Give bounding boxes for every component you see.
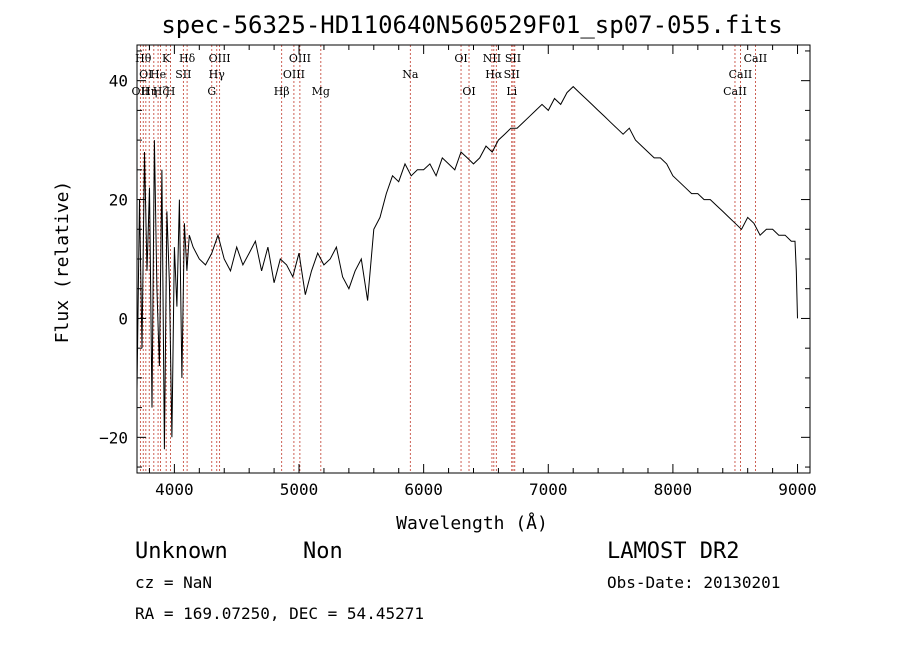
x-axis-label: Wavelength (Å) [396, 512, 548, 534]
line-label: OI [462, 85, 475, 98]
object-class: Non [303, 539, 343, 564]
survey-name: LAMOST DR2 [607, 539, 739, 564]
line-label: Hδ [179, 52, 196, 65]
line-label: K [162, 52, 171, 65]
x-tick-label: 5000 [280, 480, 319, 499]
x-tick-label: 8000 [654, 480, 693, 499]
line-label: H [166, 85, 176, 98]
line-label: SII [175, 68, 191, 81]
spectral-line-labels: OII Hθ OI Hη He Hζ K H SII Hδ G Hγ OIII Hβ OIII OIII Mg N… [132, 52, 768, 98]
line-label: Na [402, 68, 419, 81]
x-tick-label: 4000 [155, 480, 194, 499]
y-tick-label: 0 [118, 309, 128, 328]
y-tick-label: −20 [99, 428, 128, 447]
line-label: Hβ [274, 85, 290, 98]
spectral-line-markers [139, 45, 756, 473]
line-label: OI [454, 52, 467, 65]
x-tick-label: 7000 [529, 480, 568, 499]
line-label: CaII [723, 85, 747, 98]
line-label: He [150, 68, 166, 81]
spectrum-line [136, 85, 798, 450]
line-label: OIII [283, 68, 305, 81]
line-label: Li [506, 85, 517, 98]
line-label: Hγ [209, 68, 226, 81]
line-label: Mg [312, 85, 330, 98]
chart-title: spec-56325-HD110640N560529F01_sp07-055.f… [161, 11, 782, 39]
line-label: Hη [141, 85, 157, 98]
x-axis-ticks: 4000 5000 6000 7000 8000 9000 [148, 45, 817, 499]
line-label: OI [139, 68, 152, 81]
line-label: SII [505, 52, 521, 65]
y-axis-label: Flux (relative) [52, 181, 73, 344]
x-tick-label: 6000 [404, 480, 443, 499]
coordinates: RA = 169.07250, DEC = 54.45271 [135, 604, 424, 623]
line-label: Hθ [135, 52, 152, 65]
line-label: SII [504, 68, 520, 81]
y-tick-label: 20 [109, 191, 128, 210]
redshift-cz: cz = NaN [135, 573, 212, 592]
line-label: NII [483, 52, 501, 65]
line-label: Hα [485, 68, 503, 81]
x-tick-label: 9000 [778, 480, 817, 499]
line-label: CaII [729, 68, 753, 81]
line-label: Hζ [153, 85, 169, 98]
y-axis-ticks: −20 0 20 40 [99, 50, 810, 468]
line-label: OII [132, 85, 150, 98]
object-name: Unknown [135, 539, 228, 564]
line-label: G [207, 85, 216, 98]
line-label: OIII [209, 52, 231, 65]
y-tick-label: 40 [109, 72, 128, 91]
observation-date: Obs-Date: 20130201 [607, 573, 780, 592]
line-label: CaII [744, 52, 768, 65]
plot-frame [136, 44, 811, 474]
line-label: OIII [289, 52, 311, 65]
